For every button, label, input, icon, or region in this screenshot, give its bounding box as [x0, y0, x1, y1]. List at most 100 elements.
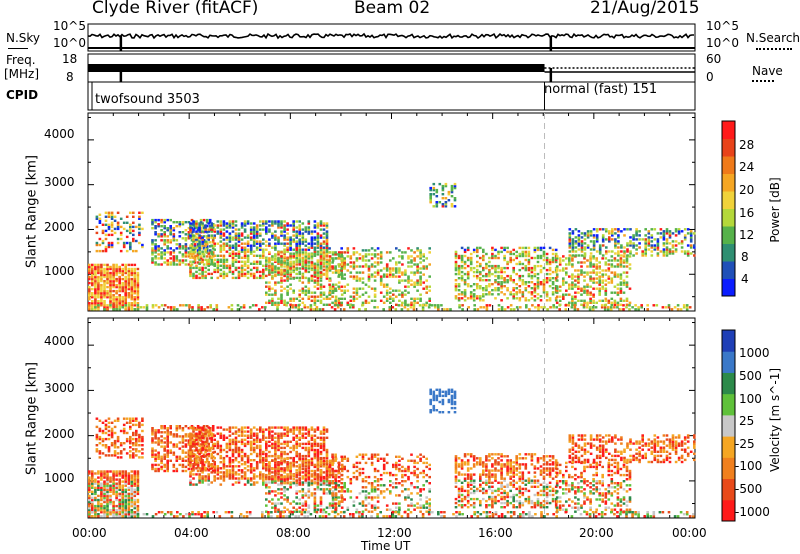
power-cell: [127, 304, 131, 307]
power-cell: [124, 306, 127, 309]
power-cell: [316, 242, 320, 245]
power-cell: [110, 217, 114, 220]
velocity-cell: [135, 444, 138, 447]
power-cell: [132, 237, 135, 241]
power-cell: [413, 297, 416, 300]
power-cell: [222, 244, 226, 247]
power-cell: [610, 308, 613, 311]
power-cell: [313, 264, 317, 267]
power-cell: [259, 234, 262, 237]
velocity-cell: [202, 429, 206, 432]
power-cell: [506, 274, 509, 278]
power-cell: [307, 253, 311, 256]
power-cell: [608, 230, 611, 233]
power-cell: [211, 245, 215, 248]
power-cell: [395, 289, 398, 292]
power-cell: [228, 264, 232, 267]
power-cell: [376, 261, 380, 264]
power-cell: [169, 229, 172, 232]
power-cell: [605, 246, 608, 249]
power-cell: [301, 236, 305, 239]
velocity-cell: [157, 467, 160, 471]
power-cell: [172, 235, 176, 238]
power-cell: [479, 256, 482, 260]
power-cell: [469, 266, 473, 270]
power-cell: [124, 271, 127, 275]
power-cell: [196, 251, 200, 254]
power-cell: [295, 252, 298, 255]
velocity-cell: [160, 465, 163, 469]
power-cell: [268, 299, 271, 302]
power-cell: [454, 262, 458, 266]
power-cell: [249, 222, 253, 225]
power-cell: [136, 285, 140, 289]
power-cell: [136, 302, 140, 305]
power-cell: [608, 236, 611, 239]
power-cell: [586, 232, 590, 235]
power-cell: [181, 261, 185, 264]
power-cell: [234, 258, 238, 261]
power-cell: [325, 242, 329, 245]
power-cell: [259, 256, 262, 259]
power-cell: [325, 273, 329, 276]
power-cell: [319, 258, 323, 261]
power-cell: [583, 252, 587, 255]
power-cell: [289, 272, 292, 276]
power-cell: [193, 245, 197, 248]
power-cell: [503, 256, 506, 260]
velocity-cell: [136, 513, 140, 516]
power-cell: [133, 304, 137, 307]
power-cell: [310, 246, 314, 249]
velocity-cell: [207, 463, 210, 466]
power-cell: [668, 252, 672, 255]
power-cell: [632, 234, 635, 237]
velocity-cell: [112, 476, 115, 479]
power-cell: [151, 247, 154, 250]
velocity-cell: [265, 483, 268, 486]
velocity-cell: [210, 432, 213, 435]
power-cell: [189, 270, 192, 274]
power-cell: [268, 220, 271, 223]
freq-tick-top: 18: [62, 52, 78, 66]
power-cell: [322, 268, 326, 272]
velocity-cell: [118, 482, 121, 485]
velocity-cell: [136, 486, 140, 489]
power-cell: [389, 287, 392, 290]
power-cell: [129, 231, 132, 235]
power-cell: [358, 253, 362, 256]
velocity-cell: [127, 494, 131, 498]
velocity-cell: [94, 492, 97, 496]
power-cell: [337, 275, 340, 278]
power-cell: [271, 232, 274, 235]
velocity-cell: [216, 473, 220, 476]
power-cell: [662, 252, 666, 255]
power-cell: [506, 250, 509, 254]
velocity-cell: [271, 467, 274, 470]
velocity-cell: [151, 465, 154, 469]
power-cell: [472, 295, 476, 298]
power-cell: [166, 306, 170, 309]
power-cell: [472, 283, 476, 286]
power-cell: [124, 289, 127, 293]
power-cell: [205, 259, 209, 262]
power-cell: [389, 301, 392, 304]
power-cell: [200, 306, 203, 309]
power-cell: [527, 299, 531, 302]
power-cell: [190, 233, 194, 236]
velocity-cell: [163, 453, 166, 456]
velocity-cell: [228, 444, 232, 448]
velocity-cell: [124, 484, 127, 487]
power-cell: [457, 272, 461, 276]
power-cell: [355, 291, 359, 294]
velocity-cell: [109, 511, 112, 514]
power-cell: [406, 308, 410, 311]
velocity-cell: [228, 442, 232, 446]
velocity-cell: [268, 463, 271, 466]
power-cell: [613, 257, 617, 260]
power-cell: [216, 262, 220, 265]
power-cell: [192, 238, 195, 241]
power-cell: [234, 228, 238, 231]
velocity-cell: [103, 492, 106, 496]
power-cell: [322, 257, 326, 260]
power-cell: [274, 291, 277, 294]
